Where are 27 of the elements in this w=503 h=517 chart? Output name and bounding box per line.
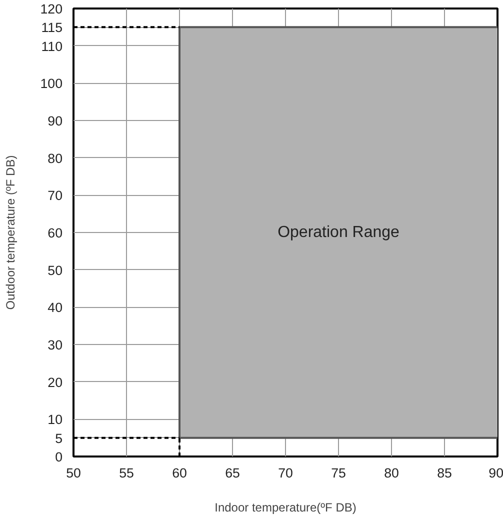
x-tick-label: 80 bbox=[384, 466, 399, 480]
y-tick-label: 100 bbox=[40, 76, 63, 92]
y-tick-label: 30 bbox=[48, 338, 63, 352]
y-tick-label: 120 bbox=[40, 2, 63, 16]
y-axis-title: Outdoor temperature (ºF DB) bbox=[3, 155, 18, 310]
y-tick-label: 40 bbox=[48, 300, 63, 316]
y-tick-label: 0 bbox=[55, 450, 63, 464]
y-tick-label: 80 bbox=[48, 150, 63, 166]
y-tick-label: 10 bbox=[48, 412, 63, 428]
x-tick-label: 55 bbox=[119, 466, 134, 480]
x-axis-title: Indoor temperature(ºF DB) bbox=[214, 500, 356, 514]
y-tick-label: 70 bbox=[48, 188, 63, 204]
x-tick-label: 85 bbox=[437, 466, 452, 480]
x-tick-label: 90 bbox=[488, 466, 503, 480]
y-tick-label: 110 bbox=[41, 38, 62, 54]
y-tick-label: 50 bbox=[48, 262, 63, 278]
y-tick-label: 90 bbox=[48, 114, 63, 128]
y-tick-label: 5 bbox=[55, 430, 63, 446]
x-tick-label: 50 bbox=[66, 466, 81, 480]
x-tick-label: 65 bbox=[225, 466, 240, 480]
x-tick-label: 60 bbox=[172, 466, 187, 480]
y-tick-label: 60 bbox=[48, 226, 63, 240]
x-tick-label: 70 bbox=[278, 466, 293, 480]
annotation: Operation Range bbox=[278, 224, 400, 241]
y-tick-label: 20 bbox=[48, 374, 63, 390]
x-tick-label: 75 bbox=[331, 466, 346, 480]
y-tick-label: 115 bbox=[41, 20, 62, 36]
